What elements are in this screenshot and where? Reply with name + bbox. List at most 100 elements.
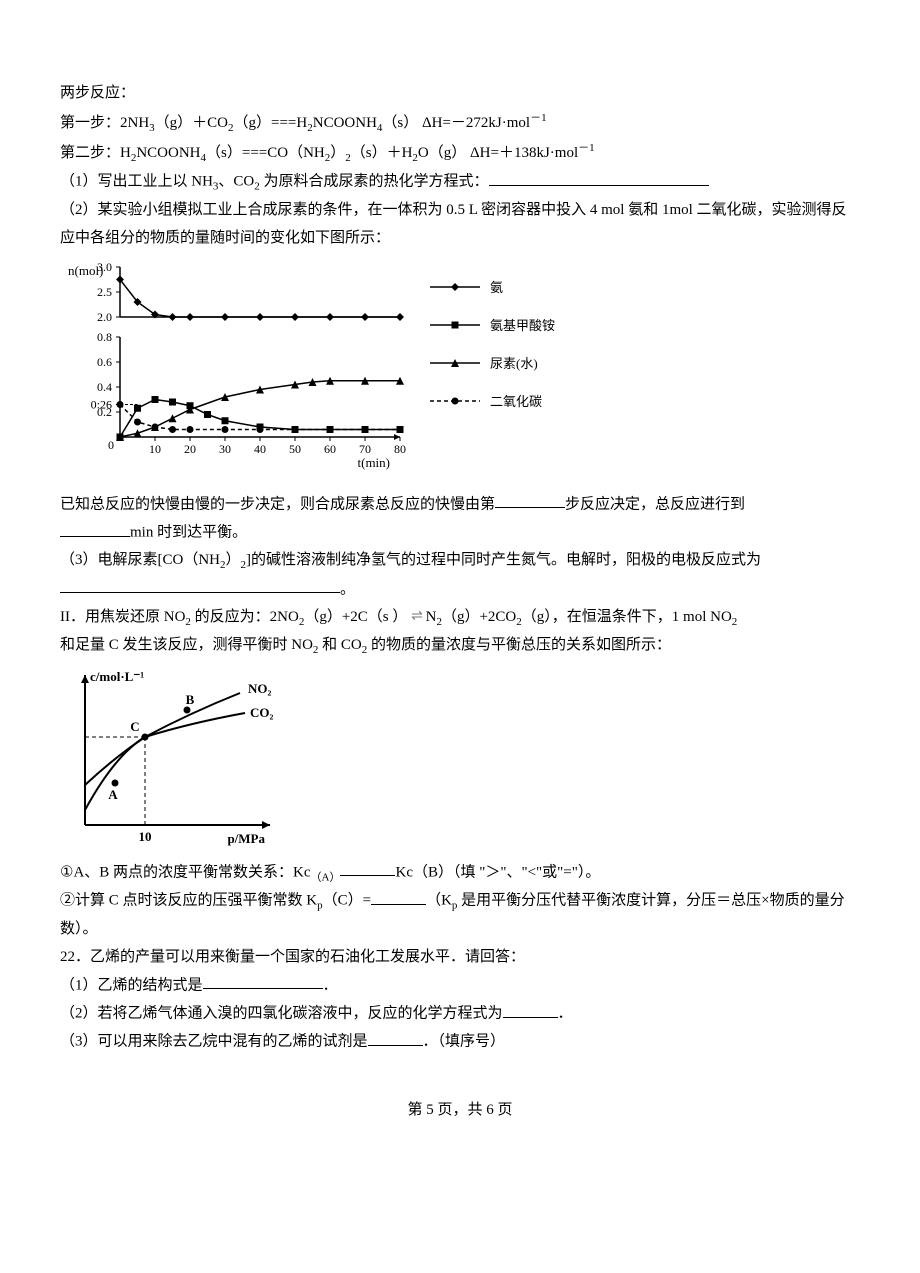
svg-text:2.0: 2.0	[97, 310, 112, 324]
t: （3）可以用来除去乙烷中混有的乙烯的试剂是	[60, 1034, 368, 1050]
sub: 2	[732, 616, 738, 628]
t: NCOONH	[313, 115, 377, 131]
svg-text:NO₂: NO₂	[248, 681, 272, 696]
svg-text:A: A	[108, 787, 118, 802]
blank-field[interactable]	[503, 1000, 558, 1018]
t: 第二步：H	[60, 145, 131, 161]
blank-field[interactable]	[60, 519, 130, 537]
qKp-line: ②计算 C 点时该反应的压强平衡常数 Kp（C）=（Kp 是用平衡分压代替平衡浓…	[60, 887, 860, 944]
t: 、CO	[218, 174, 254, 190]
q22-s3: （3）可以用来除去乙烷中混有的乙烯的试剂是 ．（填序号）	[60, 1028, 860, 1056]
svg-text:0.8: 0.8	[97, 330, 112, 344]
blank-field[interactable]	[203, 972, 323, 990]
partII-line1: II．用焦炭还原 NO2 的反应为：2NO2（g）+2C（s ） ⇌ N2（g）…	[60, 604, 860, 632]
blank-field[interactable]	[368, 1028, 423, 1046]
t: min 时到达平衡。	[130, 525, 247, 541]
t: II．用焦炭还原 NO	[60, 609, 185, 625]
t: 和足量 C 发生该反应，测得平衡时 NO	[60, 637, 313, 653]
svg-text:60: 60	[324, 442, 336, 456]
svg-text:10: 10	[149, 442, 161, 456]
t: （s）＋H	[351, 145, 413, 161]
t: （g）＋CO	[155, 115, 228, 131]
svg-text:二氧化碳: 二氧化碳	[490, 394, 542, 409]
partII-line2: 和足量 C 发生该反应，测得平衡时 NO2 和 CO2 的物质的量浓度与平衡总压…	[60, 632, 860, 660]
svg-text:3.0: 3.0	[97, 260, 112, 274]
chart2-svg: c/mol·L⁻¹ p/MPa 10 A B C NO₂ CO₂	[60, 665, 320, 855]
blank-field[interactable]	[489, 168, 709, 186]
svg-text:B: B	[186, 692, 195, 707]
q22-s1: （1）乙烯的结构式是 ．	[60, 972, 860, 1000]
intro-line-0: 两步反应：	[60, 80, 860, 108]
step1-line: 第一步：2NH3（g）＋CO2（g）===H2NCOONH4（s） ΔH=－27…	[60, 108, 860, 138]
t: （s） ΔH=－272kJ·mol	[382, 115, 530, 131]
t: ②计算 C 点时该反应的压强平衡常数 K	[60, 893, 317, 909]
svg-text:40: 40	[254, 442, 266, 456]
svg-text:0: 0	[108, 438, 114, 452]
t: ．	[323, 977, 338, 993]
t: 已知总反应的快慢由慢的一步决定，则合成尿素总反应的快慢由第	[60, 496, 495, 512]
svg-text:CO₂: CO₂	[250, 705, 274, 720]
svg-text:10: 10	[139, 829, 152, 844]
t: 的物质的量浓度与平衡总压的关系如图所示：	[367, 637, 671, 653]
t: 步反应决定，总反应进行到	[565, 496, 745, 512]
svg-text:0.6: 0.6	[97, 355, 112, 369]
t: ．（填序号）	[423, 1034, 506, 1050]
t: （2）若将乙烯气体通入溴的四氯化碳溶液中，反应的化学方程式为	[60, 1006, 503, 1022]
svg-text:C: C	[130, 719, 139, 734]
blank-field[interactable]	[340, 859, 395, 877]
svg-text:0.4: 0.4	[97, 380, 112, 394]
t: ）	[330, 145, 345, 161]
q1-line: （1）写出工业上以 NH3、CO2 为原料合成尿素的热化学方程式：	[60, 168, 860, 197]
t: ]的碱性溶液制纯净氢气的过程中同时产生氮气。电解时，阳极的电极反应式为	[246, 552, 761, 568]
svg-text:30: 30	[219, 442, 231, 456]
t: 第一步：2NH	[60, 115, 149, 131]
t: N	[426, 609, 437, 625]
equilibrium-arrow-icon: ⇌	[411, 604, 422, 630]
t: （1）乙烯的结构式是	[60, 977, 203, 993]
t: （C）=	[323, 893, 371, 909]
svg-text:c/mol·L⁻¹: c/mol·L⁻¹	[90, 669, 144, 684]
sup: －1	[530, 112, 547, 124]
t: 。	[340, 581, 355, 597]
t: O（g） ΔH=＋138kJ·mol	[418, 145, 578, 161]
svg-text:p/MPa: p/MPa	[227, 831, 265, 846]
svg-text:80: 80	[394, 442, 406, 456]
t: （g）+2C（s ）	[304, 609, 407, 625]
t: （s）===CO（NH	[206, 145, 325, 161]
t: ①A、B 两点的浓度平衡常数关系：Kc	[60, 864, 311, 880]
q22-s2: （2）若将乙烯气体通入溴的四氯化碳溶液中，反应的化学方程式为 ．	[60, 1000, 860, 1028]
chart1-container: n(mol)3.02.52.00.80.60.40:260.2102030405…	[60, 257, 860, 487]
svg-text:50: 50	[289, 442, 301, 456]
t: （1）写出工业上以 NH	[60, 174, 213, 190]
blank-field[interactable]	[60, 576, 340, 594]
blank-field[interactable]	[371, 887, 426, 905]
chart2-container: c/mol·L⁻¹ p/MPa 10 A B C NO₂ CO₂	[60, 665, 860, 855]
svg-text:氨基甲酸铵: 氨基甲酸铵	[490, 318, 555, 333]
t: 的反应为：2NO	[191, 609, 299, 625]
blank-field[interactable]	[495, 491, 565, 509]
t: ．	[558, 1006, 573, 1022]
t: （g）+2CO	[442, 609, 516, 625]
qAB-line: ①A、B 两点的浓度平衡常数关系：Kc（A） Kc（B）（填 "＞"、"<"或"=…	[60, 859, 860, 888]
sup: －1	[578, 142, 595, 154]
t: 和 CO	[318, 637, 361, 653]
t: （K	[426, 893, 452, 909]
t: （3）电解尿素[CO（NH	[60, 552, 220, 568]
t: NCOONH	[136, 145, 200, 161]
q2b-line: 已知总反应的快慢由慢的一步决定，则合成尿素总反应的快慢由第 步反应决定，总反应进行…	[60, 491, 860, 548]
q2-line: （2）某实验小组模拟工业上合成尿素的条件，在一体积为 0.5 L 密闭容器中投入…	[60, 197, 860, 253]
svg-text:0.2: 0.2	[97, 405, 112, 419]
sub: （A）	[311, 871, 341, 883]
t: ）	[226, 552, 241, 568]
chart1-svg: n(mol)3.02.52.00.80.60.40:260.2102030405…	[60, 257, 560, 487]
q22-head: 22．乙烯的产量可以用来衡量一个国家的石油化工发展水平．请回答：	[60, 944, 860, 972]
svg-text:70: 70	[359, 442, 371, 456]
t: Kc（B）（填 "＞"、"<"或"="）。	[395, 864, 600, 880]
svg-text:20: 20	[184, 442, 196, 456]
svg-text:尿素(水): 尿素(水)	[490, 356, 538, 371]
t: （g），在恒温条件下，1 mol NO	[522, 609, 732, 625]
q3-line: （3）电解尿素[CO（NH2）2]的碱性溶液制纯净氢气的过程中同时产生氮气。电解…	[60, 547, 860, 604]
svg-text:t(min): t(min)	[358, 455, 391, 470]
svg-text:2.5: 2.5	[97, 285, 112, 299]
step2-line: 第二步：H2NCOONH4（s）===CO（NH2）2（s）＋H2O（g） ΔH…	[60, 138, 860, 168]
